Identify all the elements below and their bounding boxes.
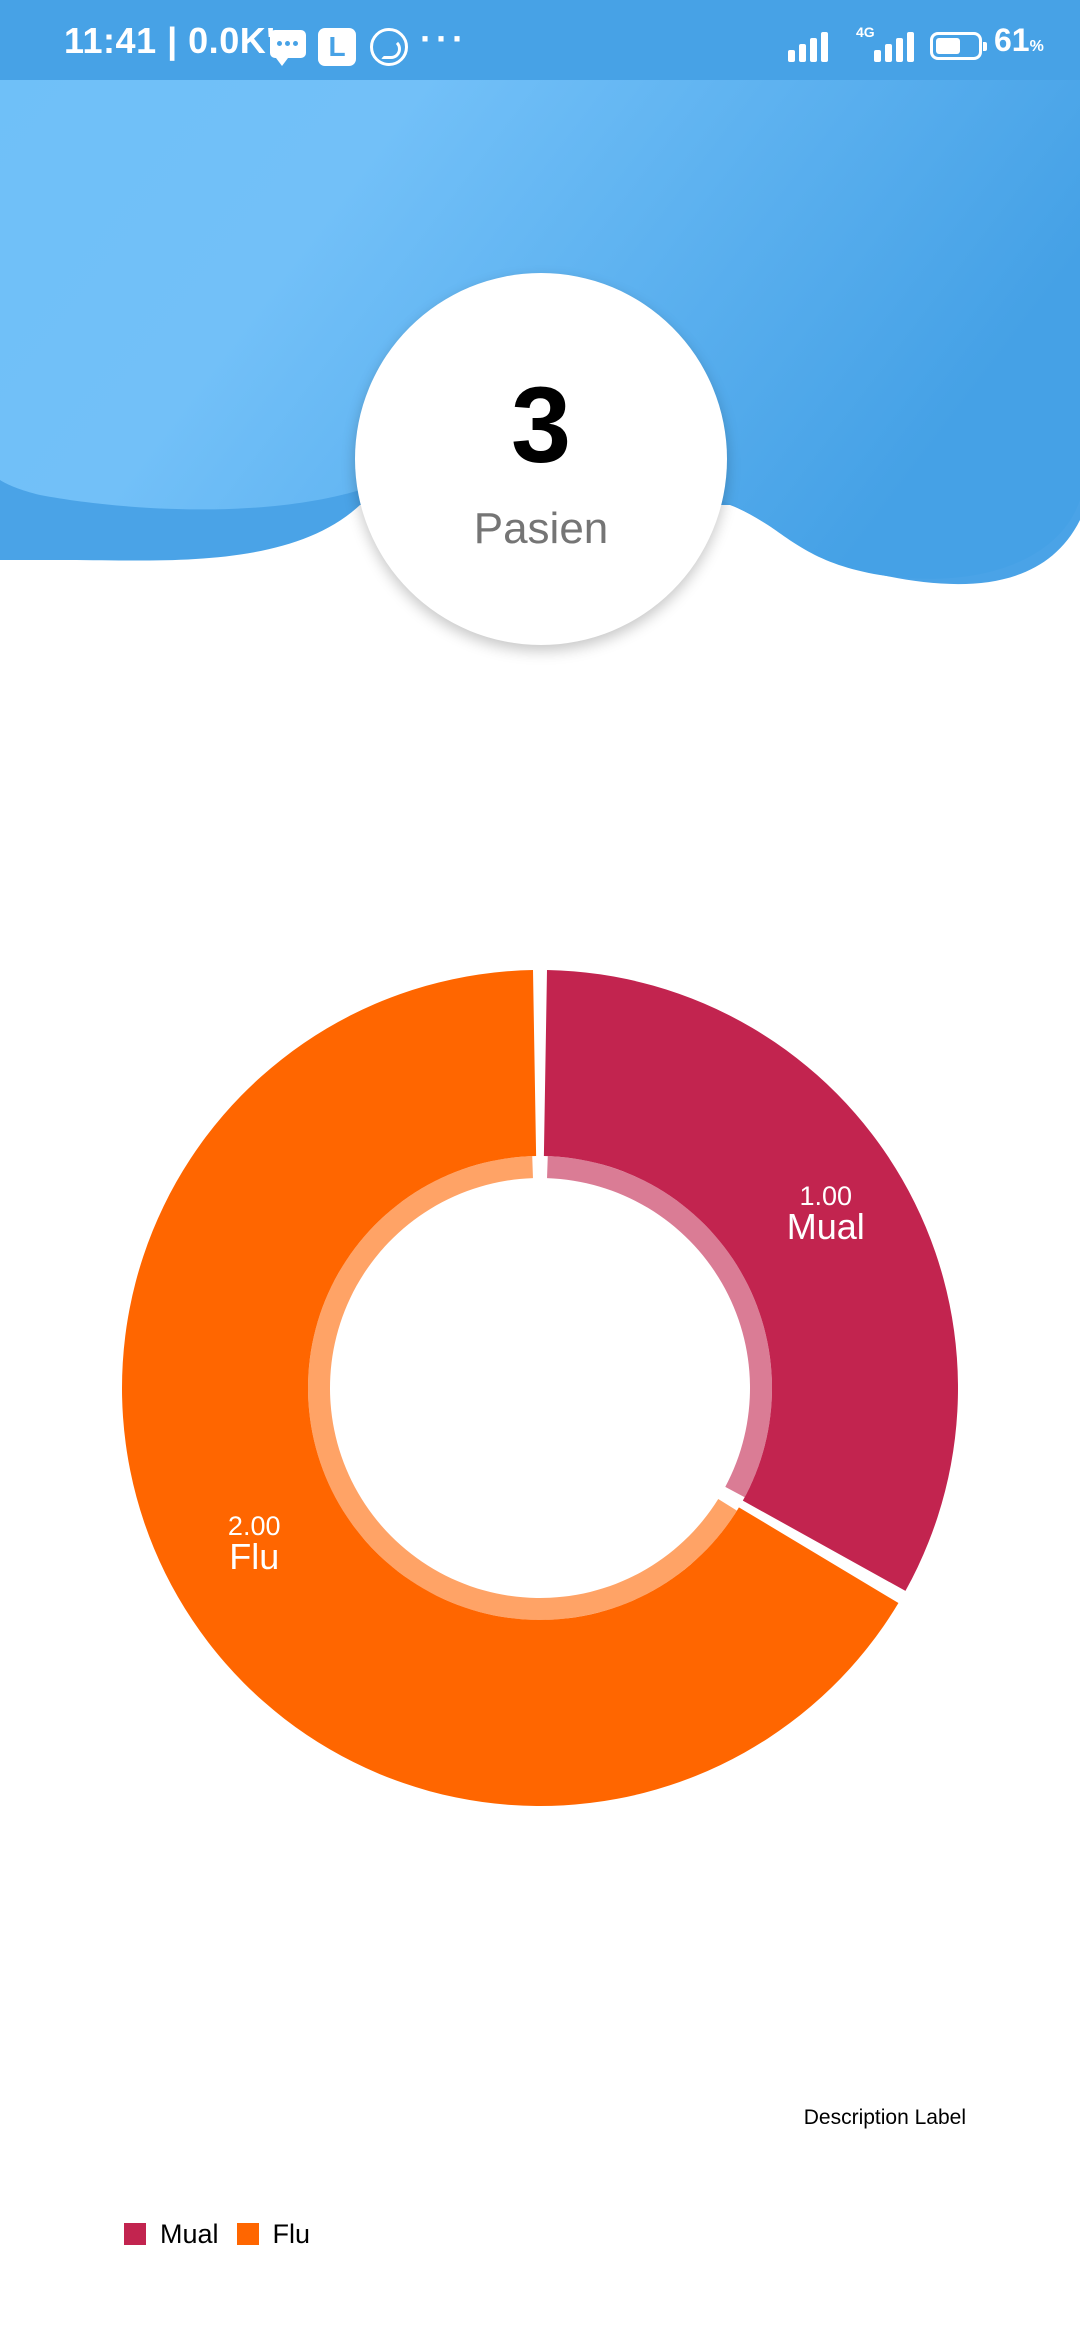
slice-value-label: 2.00 (228, 1511, 281, 1541)
legend-item-flu[interactable]: Flu (236, 2218, 311, 2250)
slice-mual-outer[interactable] (543, 970, 958, 1591)
status-time: 11:41 | 0.0K's (64, 20, 296, 61)
patient-label: Pasien (473, 504, 609, 553)
legend-label: Flu (272, 2218, 311, 2249)
battery-level: 61 (994, 22, 1030, 58)
legend-swatch (124, 2223, 146, 2245)
slice-category-label: Mual (787, 1206, 865, 1247)
battery-text: 61% (994, 22, 1044, 59)
l-app-icon: L (318, 28, 356, 66)
slice-category-label: Flu (229, 1536, 279, 1577)
signal-strength-icon (788, 30, 838, 62)
battery-icon (930, 32, 987, 60)
slice-value-label: 1.00 (800, 1181, 853, 1211)
status-bar: 11:41 | 0.0K's L ··· 4G 61% (0, 0, 1080, 80)
slice-mual-inner[interactable] (547, 1156, 772, 1498)
network-type-label: 4G (856, 24, 875, 40)
patient-count-card[interactable]: 3 Pasien (355, 273, 727, 645)
patient-count: 3 (510, 364, 572, 485)
legend-item-mual[interactable]: Mual (124, 2219, 219, 2250)
legend-swatch (236, 2223, 259, 2245)
battery-percent-sign: % (1029, 38, 1044, 55)
legend-label: Mual (160, 2218, 219, 2249)
message-icon (270, 30, 306, 66)
whatsapp-icon (370, 28, 408, 66)
more-icon: ··· (420, 18, 468, 59)
chart-legend: Mual Flu (124, 2214, 328, 2254)
signal-strength-4g-icon (870, 30, 920, 62)
chart-description: Description Label (803, 2106, 966, 2129)
slice-flu-outer[interactable] (122, 970, 899, 1806)
